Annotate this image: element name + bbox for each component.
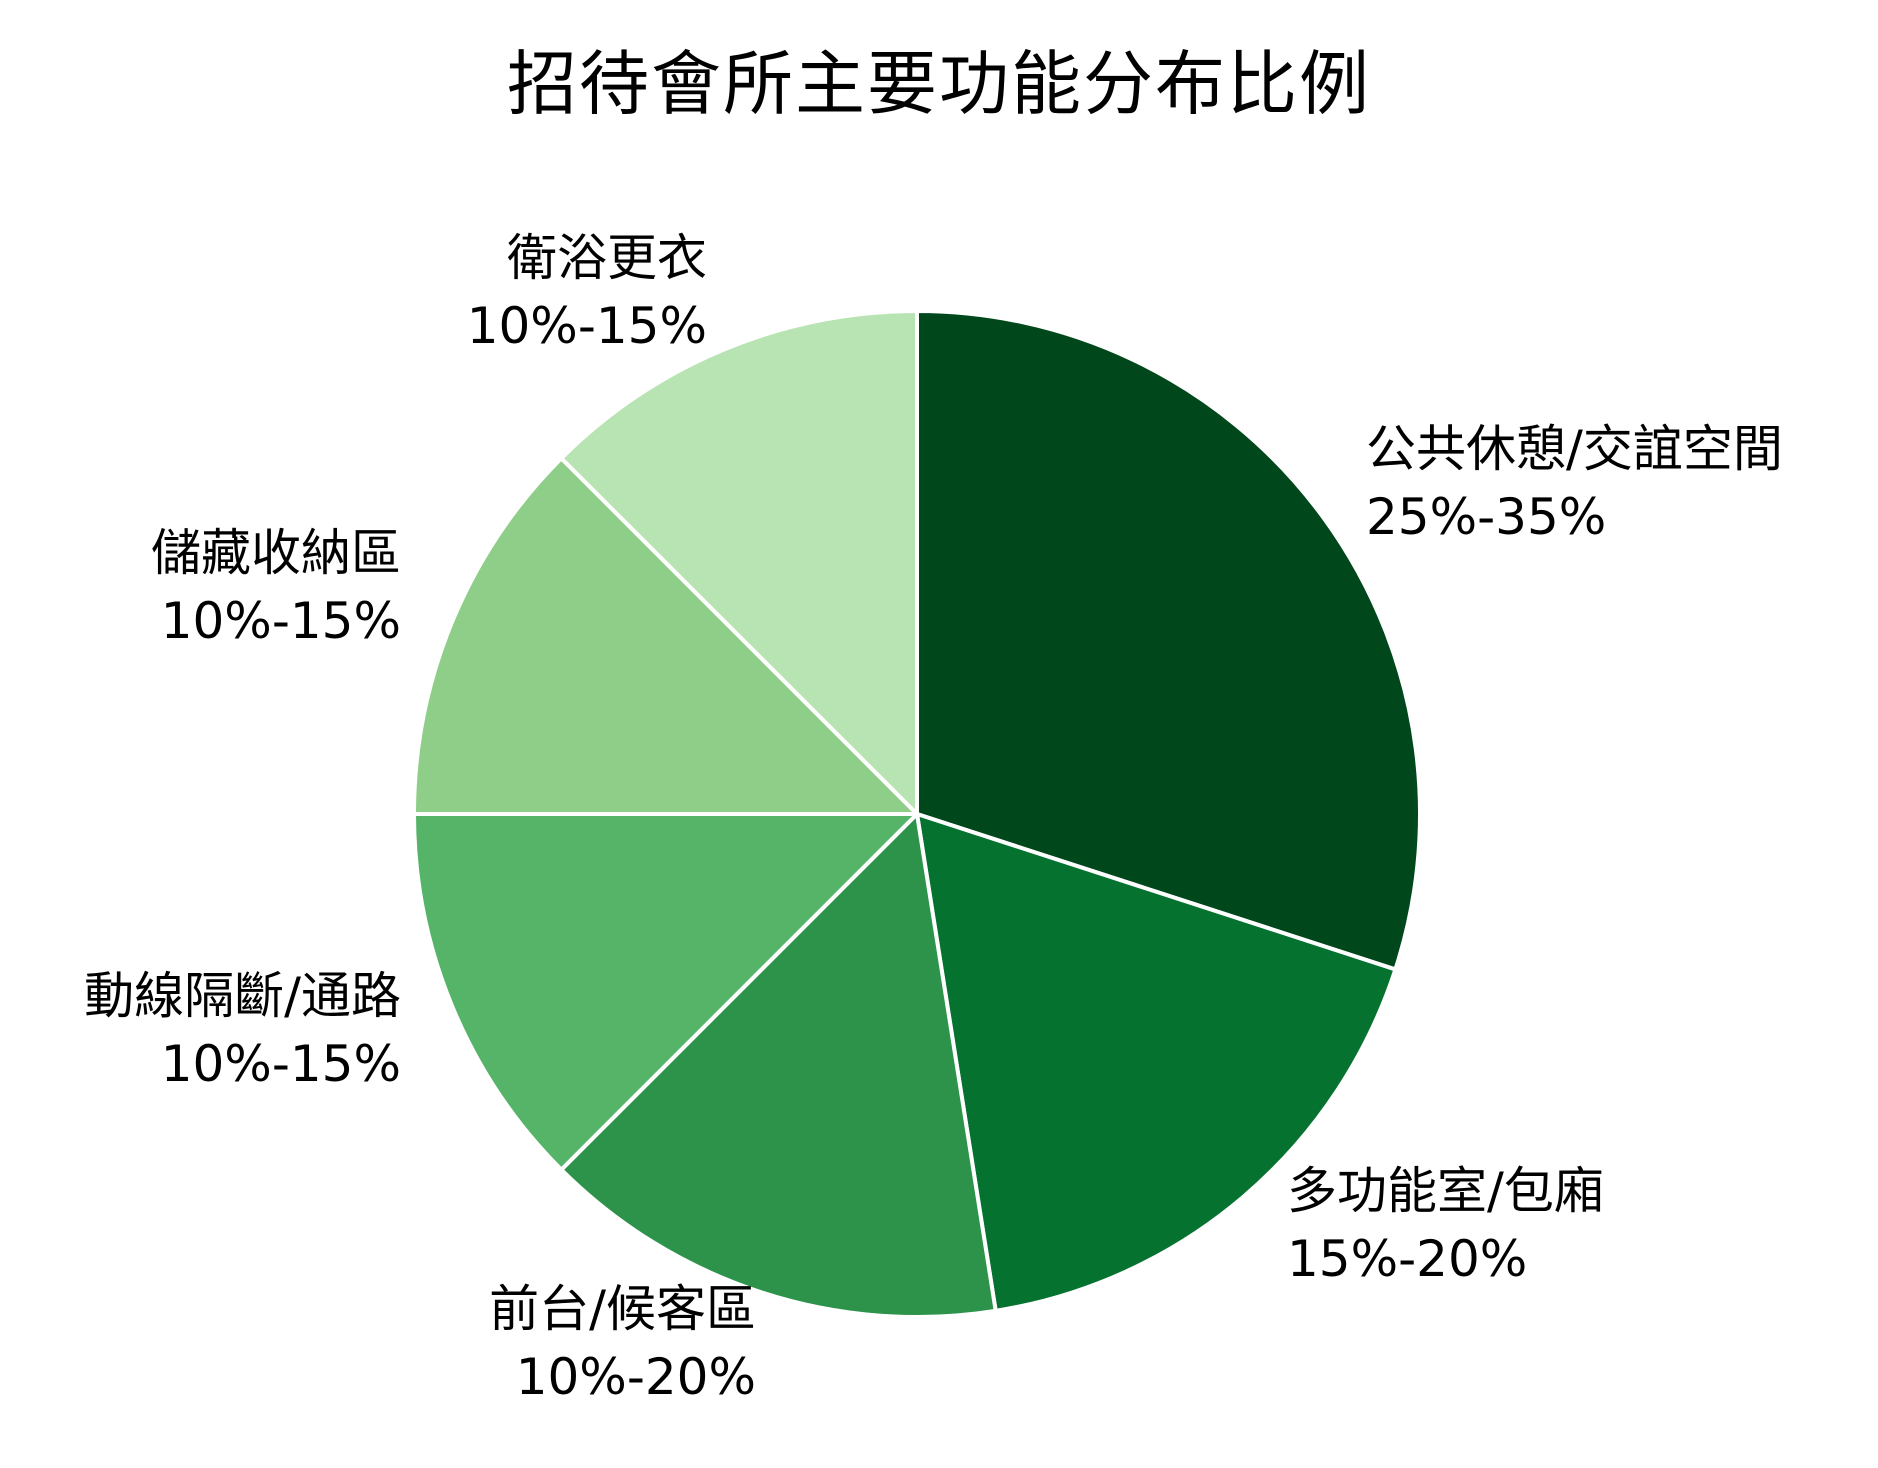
slice-label-name: 前台/候客區 bbox=[489, 1280, 756, 1338]
slice-label-name: 多功能室/包廂 bbox=[1287, 1162, 1604, 1220]
slice-label-range: 10%-15% bbox=[467, 297, 707, 355]
pie-slice bbox=[412, 456, 919, 816]
pie-slice bbox=[559, 309, 919, 816]
pie-labels: 公共休憩/交誼空間 25%-35% 多功能室/包廂 15%-20% 前台/候客區 10%-… bbox=[84, 229, 1783, 1406]
slice-label-range: 15%-20% bbox=[1287, 1230, 1527, 1288]
pie-slice bbox=[559, 812, 998, 1319]
pie-slices bbox=[412, 309, 1422, 1319]
chart-title: 招待會所主要功能分布比例 bbox=[507, 43, 1371, 125]
pie-slice bbox=[915, 812, 1398, 1313]
slice-label-name: 衛浴更衣 bbox=[507, 229, 707, 287]
slice-label-name: 動線隔斷/通路 bbox=[84, 967, 401, 1025]
slice-label-range: 10%-15% bbox=[161, 592, 401, 650]
slice-label-name: 儲藏收納區 bbox=[151, 524, 401, 582]
slice-label-range: 10%-20% bbox=[516, 1348, 756, 1406]
slice-label-name: 公共休憩/交誼空間 bbox=[1366, 420, 1783, 478]
slice-label-range: 25%-35% bbox=[1366, 488, 1606, 546]
pie-slice bbox=[915, 309, 1422, 972]
slice-label-range: 10%-15% bbox=[161, 1035, 401, 1093]
pie-slice bbox=[412, 812, 919, 1172]
